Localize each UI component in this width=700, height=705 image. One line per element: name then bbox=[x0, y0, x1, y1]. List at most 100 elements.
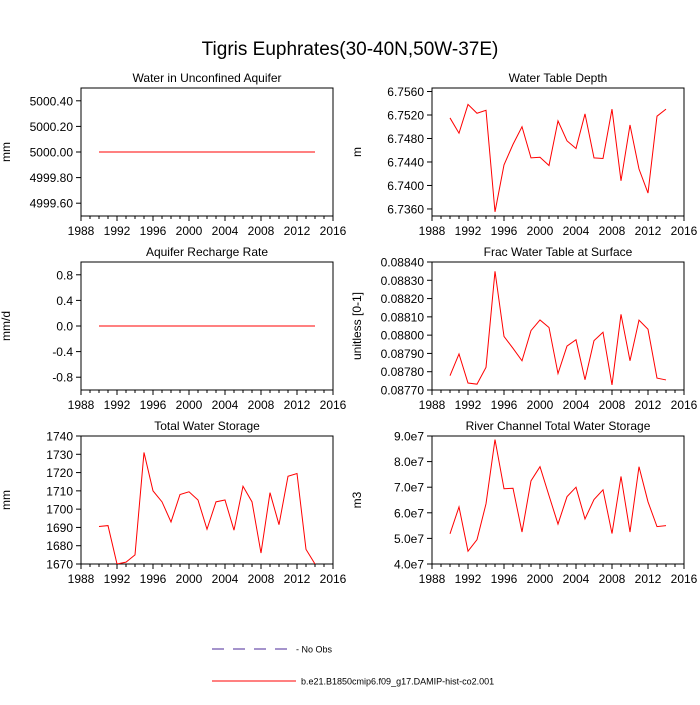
chart-1-title: Water in Unconfined Aquifer bbox=[133, 71, 282, 85]
chart-2-ytick-label: 6.7560 bbox=[387, 85, 424, 99]
chart-3-title: Aquifer Recharge Rate bbox=[146, 245, 268, 259]
chart-4-ylabel: unitless [0-1] bbox=[350, 292, 364, 360]
chart-5-ytick-label: 1690 bbox=[46, 521, 73, 535]
chart-4-ytick-label: 0.08790 bbox=[381, 347, 425, 361]
chart-2-xtick-label: 2000 bbox=[527, 224, 554, 238]
chart-6-ytick-label: 9.0e7 bbox=[394, 430, 424, 444]
chart-5-ytick-label: 1700 bbox=[46, 503, 73, 517]
chart-1-xtick-label: 1988 bbox=[68, 224, 95, 238]
chart-2-xtick-label: 2012 bbox=[635, 224, 662, 238]
chart-1-ytick-label: 4999.60 bbox=[30, 197, 74, 211]
chart-1-xtick-label: 2000 bbox=[176, 224, 203, 238]
chart-2-title: Water Table Depth bbox=[509, 71, 608, 85]
chart-3-xtick-label: 1996 bbox=[140, 398, 167, 412]
chart-5-ytick-label: 1710 bbox=[46, 484, 73, 498]
legend: - No Obs b.e21.B1850cmip6.f09_g17.DAMIP-… bbox=[212, 645, 494, 687]
chart-5: Total Water Storage 1988 1992 1996 2000 2004 2… bbox=[0, 419, 347, 586]
chart-4-xtick-label: 1992 bbox=[455, 398, 482, 412]
chart-3-ytick-label: 0.8 bbox=[56, 268, 73, 282]
figure-title: Tigris Euphrates(30-40N,50W-37E) bbox=[202, 39, 499, 60]
chart-2-series-line bbox=[449, 103, 667, 212]
chart-2-ytick-label: 6.7360 bbox=[387, 202, 424, 216]
chart-2-ytick-label: 6.7440 bbox=[387, 155, 424, 169]
chart-6-title: River Channel Total Water Storage bbox=[466, 419, 651, 433]
chart-6-ytick-label: 7.0e7 bbox=[394, 481, 424, 495]
chart-5-xtick-label: 1996 bbox=[140, 572, 167, 586]
chart-2-xtick-label: 1996 bbox=[491, 224, 518, 238]
chart-3-ytick-label: -0.8 bbox=[52, 371, 73, 385]
chart-5-xtick-label: 2008 bbox=[248, 572, 275, 586]
chart-1-ytick-label: 5000.00 bbox=[30, 146, 74, 160]
chart-5-xtick-label: 2000 bbox=[176, 572, 203, 586]
chart-1-xtick-label: 2008 bbox=[248, 224, 275, 238]
chart-5-xtick-label: 1992 bbox=[104, 572, 131, 586]
chart-4-ytick-label: 0.08830 bbox=[381, 274, 425, 288]
chart-3-xtick-label: 2016 bbox=[320, 398, 347, 412]
chart-6-xtick-label: 2004 bbox=[563, 572, 590, 586]
chart-3-ytick-label: 0.0 bbox=[56, 320, 73, 334]
chart-1-ytick-label: 4999.80 bbox=[30, 171, 74, 185]
chart-1-xtick-label: 1992 bbox=[104, 224, 131, 238]
chart-3-xtick-label: 1992 bbox=[104, 398, 131, 412]
chart-6-xtick-label: 1996 bbox=[491, 572, 518, 586]
chart-4-xtick-label: 1996 bbox=[491, 398, 518, 412]
legend-model-label: b.e21.B1850cmip6.f09_g17.DAMIP-hist-co2.… bbox=[301, 677, 494, 687]
chart-4-ytick-label: 0.08840 bbox=[381, 256, 425, 270]
chart-4-xtick-label: 2016 bbox=[671, 398, 698, 412]
chart-4-xtick-label: 2000 bbox=[527, 398, 554, 412]
chart-1-xtick-label: 1996 bbox=[140, 224, 167, 238]
chart-5-title: Total Water Storage bbox=[154, 419, 260, 433]
chart-4-xtick-label: 2008 bbox=[599, 398, 626, 412]
chart-3-xtick-label: 2000 bbox=[176, 398, 203, 412]
chart-2-xtick-label: 2016 bbox=[671, 224, 698, 238]
chart-5-xtick-label: 2004 bbox=[212, 572, 239, 586]
chart-1-ytick-label: 5000.40 bbox=[30, 94, 74, 108]
chart-1-xtick-label: 2004 bbox=[212, 224, 239, 238]
chart-5-ylabel: mm bbox=[0, 490, 13, 510]
chart-3-ytick-label: 0.4 bbox=[56, 294, 73, 308]
chart-6-xtick-label: 2016 bbox=[671, 572, 698, 586]
chart-6: River Channel Total Water Storage 1988 199… bbox=[350, 419, 698, 586]
chart-3-ytick-label: -0.4 bbox=[52, 345, 73, 359]
chart-5-xtick-label: 2016 bbox=[320, 572, 347, 586]
chart-1: Water in Unconfined Aquifer 1988 1992 1996 2… bbox=[0, 71, 347, 238]
chart-2-xtick-label: 2004 bbox=[563, 224, 590, 238]
chart-6-ytick-label: 6.0e7 bbox=[394, 506, 424, 520]
chart-3-xtick-label: 2012 bbox=[284, 398, 311, 412]
chart-6-xtick-label: 2000 bbox=[527, 572, 554, 586]
chart-5-ytick-label: 1670 bbox=[46, 558, 73, 572]
chart-4-ytick-label: 0.08780 bbox=[381, 365, 425, 379]
chart-1-xtick-label: 2016 bbox=[320, 224, 347, 238]
chart-6-xtick-label: 2012 bbox=[635, 572, 662, 586]
chart-5-xtick-label: 1988 bbox=[68, 572, 95, 586]
chart-6-frame bbox=[431, 435, 685, 565]
chart-3: Aquifer Recharge Rate 1988 1992 1996 2000 200… bbox=[0, 245, 347, 412]
chart-1-ytick-label: 5000.20 bbox=[30, 120, 74, 134]
chart-4-ytick-label: 0.08800 bbox=[381, 329, 425, 343]
chart-2-xtick-label: 1992 bbox=[455, 224, 482, 238]
chart-3-xtick-label: 2008 bbox=[248, 398, 275, 412]
chart-2-ytick-label: 6.7400 bbox=[387, 179, 424, 193]
chart-6-ylabel: m3 bbox=[350, 491, 364, 508]
chart-3-ylabel: mm/d bbox=[0, 311, 13, 341]
chart-4-ytick-label: 0.08820 bbox=[381, 292, 425, 306]
chart-2: Water Table Depth 1988 1992 1996 2000 2004 200… bbox=[350, 71, 698, 238]
chart-5-ytick-label: 1680 bbox=[46, 539, 73, 553]
chart-2-frame bbox=[431, 87, 685, 217]
chart-5-ytick-label: 1730 bbox=[46, 448, 73, 462]
chart-2-xtick-label: 1988 bbox=[419, 224, 446, 238]
chart-4-xtick-label: 2012 bbox=[635, 398, 662, 412]
chart-5-ytick-label: 1740 bbox=[46, 430, 73, 444]
chart-4-series-line bbox=[449, 271, 667, 385]
chart-4: Frac Water Table at Surface 1988 1992 1996 2… bbox=[350, 245, 698, 412]
chart-6-ytick-label: 5.0e7 bbox=[394, 532, 424, 546]
chart-4-title: Frac Water Table at Surface bbox=[484, 245, 633, 259]
chart-1-ylabel: mm bbox=[0, 142, 13, 162]
chart-2-ytick-label: 6.7480 bbox=[387, 132, 424, 146]
chart-4-ytick-label: 0.08810 bbox=[381, 310, 425, 324]
chart-6-xtick-label: 2008 bbox=[599, 572, 626, 586]
chart-3-xtick-label: 1988 bbox=[68, 398, 95, 412]
chart-4-xtick-label: 2004 bbox=[563, 398, 590, 412]
chart-6-series-line bbox=[449, 439, 667, 553]
legend-obs-label: - No Obs bbox=[296, 645, 333, 655]
